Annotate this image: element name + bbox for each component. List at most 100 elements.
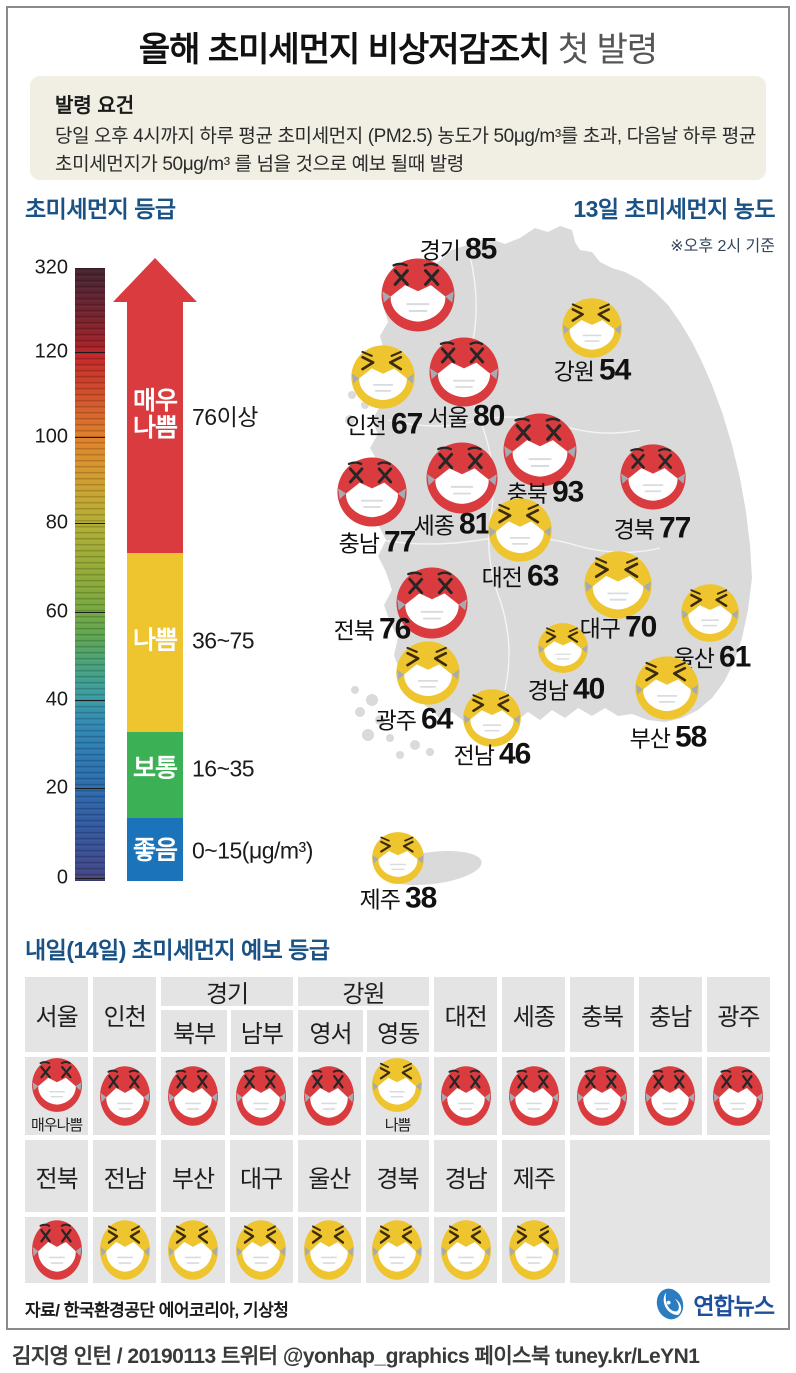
region-value: 77 <box>658 511 691 545</box>
region-name: 전북 <box>333 617 375 644</box>
scale-tick-label-20: 20 <box>45 776 68 799</box>
forecast-face-cell-경남 <box>434 1217 498 1283</box>
region-label-전북: 전북 76 <box>333 612 412 647</box>
region-face-충북 <box>503 413 577 487</box>
forecast-face-대전 <box>440 1066 491 1126</box>
forecast-face-cell-경기-북부 <box>161 1057 225 1135</box>
region-value: 70 <box>624 610 657 644</box>
scale-tick-label-120: 120 <box>34 340 68 363</box>
region-label-제주: 제주 38 <box>359 881 438 916</box>
forecast-face-충북 <box>577 1066 627 1126</box>
forecast-face-cell-대전 <box>434 1057 498 1135</box>
page-title-main: 올해 초미세먼지 비상저감조치 <box>138 31 551 69</box>
region-name: 강원 <box>553 358 595 385</box>
region-value: 46 <box>498 737 531 771</box>
region-value: 77 <box>383 525 416 559</box>
forecast-face-경남 <box>440 1220 491 1280</box>
region-label-대구: 대구 70 <box>580 610 658 645</box>
forecast-face-label: 매우나쁨 <box>30 1117 83 1134</box>
forecast-face-대구 <box>236 1220 287 1280</box>
source-credit: 자료/ 한국환경공단 에어코리아, 기상청 <box>25 1301 289 1320</box>
scale-tick-line-20 <box>75 788 105 789</box>
grade-range-bad: 36~75 <box>192 627 255 654</box>
arrow-segment-bad <box>127 553 183 732</box>
arrow-segment-good <box>127 818 183 881</box>
forecast-face-cell-강원-영서 <box>297 1057 361 1135</box>
region-name: 전남 <box>453 742 495 769</box>
region-name: 제주 <box>359 886 401 913</box>
forecast-face-전북 <box>31 1220 82 1280</box>
region-name: 세종 <box>413 512 455 539</box>
scale-tick-label-40: 40 <box>45 688 68 711</box>
region-label-인천: 인천 67 <box>345 407 424 442</box>
forecast-face-전남 <box>99 1220 150 1280</box>
scale-tick-line-0 <box>75 878 105 879</box>
forecast-face-cell-강원-영동: 나쁨 <box>365 1057 430 1135</box>
region-face-제주 <box>372 832 424 884</box>
forecast-subheader-경기-남부: 남부 <box>227 1010 293 1052</box>
forecast-group-header-강원: 강원 영서 영동 <box>297 977 430 1052</box>
forecast-header-충남: 충남 <box>638 977 702 1052</box>
issuance-requirements-box: 발령 요건 당일 오후 4시까지 하루 평균 초미세먼지 (PM2.5) 농도가… <box>30 76 766 180</box>
arrow-segment-normal <box>127 732 183 818</box>
region-face-전남 <box>463 689 521 747</box>
region-value: 63 <box>526 559 559 593</box>
forecast-face-충남 <box>645 1066 696 1126</box>
region-label-충북: 충북 93 <box>507 475 585 510</box>
forecast-header-인천: 인천 <box>93 977 157 1052</box>
forecast-header-세종: 세종 <box>502 977 566 1052</box>
forecast-face-label: 나쁨 <box>384 1117 412 1134</box>
grade-range-good: 0~15(μg/m³) <box>192 837 313 864</box>
grade-label-very_bad: 매우 나쁨 <box>132 387 178 442</box>
region-label-경기: 경기 85 <box>419 232 498 267</box>
forecast-header-충북: 충북 <box>570 977 634 1052</box>
scale-colorbar <box>75 268 105 881</box>
yonhap-logo-text: 연합뉴스 <box>693 1293 775 1319</box>
forecast-header-경남: 경남 <box>434 1140 498 1212</box>
forecast-face-울산 <box>304 1220 355 1280</box>
region-face-인천 <box>351 345 415 409</box>
region-name: 인천 <box>345 412 387 439</box>
forecast-face-인천 <box>99 1066 150 1126</box>
region-name: 부산 <box>629 725 671 752</box>
forecast-face-강원-영동 <box>372 1058 423 1112</box>
forecast-header-전남: 전남 <box>93 1140 157 1212</box>
forecast-face-서울 <box>31 1058 82 1112</box>
region-face-서울 <box>429 337 499 407</box>
forecast-table: 서울 매우나쁨 인천 경기 북부 남부 강원 영서 영동 나쁨 대전 세종 충북 충남 광주 전북 전남 부산 대구… <box>25 977 770 1283</box>
forecast-face-경기-남부 <box>236 1066 287 1126</box>
scale-arrow-shaft <box>127 300 183 881</box>
region-label-경북: 경북 77 <box>614 511 692 546</box>
scale-section-heading: 초미세먼지 등급 <box>25 196 176 222</box>
region-value: 76 <box>378 612 411 646</box>
region-value: 81 <box>458 507 491 541</box>
region-value: 38 <box>404 881 437 915</box>
forecast-header-서울: 서울 <box>25 977 89 1052</box>
forecast-header-제주: 제주 <box>502 1140 566 1212</box>
forecast-empty-cell <box>570 1140 770 1283</box>
scale-tick-line-40 <box>75 700 105 701</box>
region-value: 58 <box>674 720 707 754</box>
forecast-face-cell-전북 <box>25 1217 89 1283</box>
forecast-face-광주 <box>713 1066 764 1126</box>
forecast-subheader-경기-북부: 북부 <box>173 1020 216 1048</box>
region-label-울산: 울산 61 <box>674 640 752 675</box>
forecast-face-세종 <box>508 1066 559 1126</box>
forecast-header-대전: 대전 <box>434 977 498 1052</box>
forecast-face-cell-충남 <box>638 1057 702 1135</box>
region-label-강원: 강원 54 <box>553 353 632 388</box>
yonhap-logo-icon <box>657 1288 684 1320</box>
region-label-부산: 부산 58 <box>629 720 708 755</box>
scale-tick-label-60: 60 <box>45 600 68 623</box>
forecast-face-cell-경기-남부 <box>229 1057 293 1135</box>
region-label-대전: 대전 63 <box>482 559 560 594</box>
region-face-경북 <box>620 444 686 510</box>
forecast-group-label: 경기 <box>161 977 293 1010</box>
region-name: 경기 <box>419 237 461 264</box>
region-value: 61 <box>718 640 751 674</box>
region-face-세종 <box>426 442 498 514</box>
grade-range-normal: 16~35 <box>192 755 255 782</box>
byline-credit: 김지영 인턴 / 20190113 트위터 @yonhap_graphics 페… <box>12 1345 700 1368</box>
scale-tick-line-60 <box>75 612 105 613</box>
